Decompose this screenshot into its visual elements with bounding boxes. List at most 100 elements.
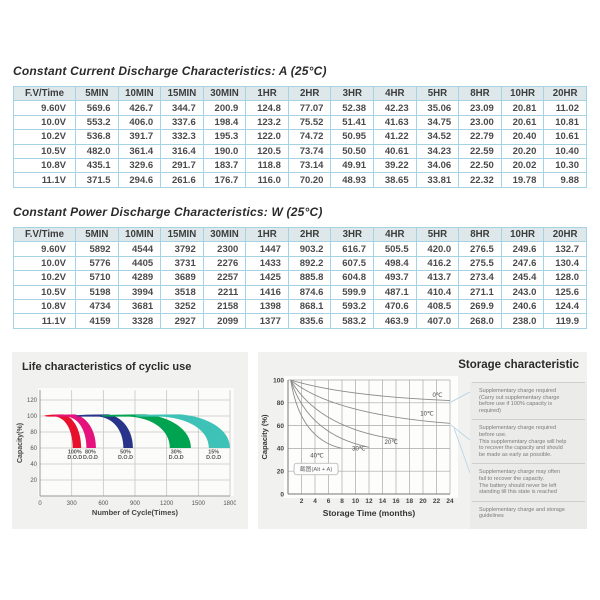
value-cell: 885.8 [287, 270, 332, 286]
column-header: 1HR [245, 85, 289, 102]
note-item: Supplementary charge may often fail to r… [472, 463, 585, 500]
value-cell: 10.61 [543, 129, 587, 145]
row-label-cell: 10.0V [13, 114, 76, 131]
value-cell: 275.5 [458, 255, 502, 272]
value-cell: 426.7 [117, 100, 162, 116]
value-cell: 10.40 [543, 143, 587, 159]
current-discharge-table: F.V/Time 5MIN 10MIN 15MIN 30MIN 1HR 2HR 3HR 4HR 5… [13, 85, 587, 188]
value-cell: 1377 [245, 313, 289, 329]
value-cell: 20.20 [500, 143, 545, 159]
value-cell: 463.9 [373, 313, 417, 329]
value-cell: 903.2 [287, 241, 332, 257]
row-label-cell: 10.0V [13, 255, 76, 272]
value-cell: 176.7 [202, 172, 247, 188]
svg-text:100%: 100% [68, 450, 82, 456]
row-label-cell: 9.60V [13, 100, 76, 116]
column-header: 20HR [543, 85, 587, 102]
storage-notes-column: Supplementary charge required (Carry out… [470, 382, 587, 529]
value-cell: 3518 [160, 284, 204, 300]
value-cell: 874.6 [287, 284, 332, 300]
value-cell: 52.38 [330, 100, 375, 116]
value-cell: 892.2 [287, 255, 332, 272]
value-cell: 291.7 [160, 157, 204, 174]
value-cell: 604.8 [330, 270, 375, 286]
value-cell: 11.02 [543, 100, 587, 116]
value-cell: 245.4 [500, 270, 545, 286]
column-header: 15MIN [160, 85, 204, 102]
column-header: 2HR [287, 85, 332, 102]
svg-text:900: 900 [130, 501, 141, 507]
svg-text:4: 4 [313, 498, 317, 505]
value-cell: 2099 [202, 313, 247, 329]
table-header-row: F.V/Time 5MIN 10MIN 15MIN 30MIN 1HR 2HR 3HR 4HR 5… [13, 85, 587, 102]
svg-text:8: 8 [340, 498, 344, 505]
table-row: 10.5V 5198 3994 3518 2211 1416 874.6 599.9 487.1… [13, 284, 587, 300]
value-cell: 22.79 [458, 129, 502, 145]
storage-panel: Storage characteristic 2 4 6 8 10 12 14 16 18 20 2… [258, 352, 587, 529]
value-cell: 505.5 [373, 241, 417, 257]
value-cell: 4405 [117, 255, 162, 272]
value-cell: 249.6 [500, 241, 545, 257]
column-header: 8HR [458, 226, 502, 243]
value-cell: 1416 [245, 284, 289, 300]
svg-text:60: 60 [30, 446, 37, 452]
note-item: Supplementary charge required before use… [472, 419, 585, 463]
note-item: Supplementary charge required (Carry out… [472, 382, 585, 419]
column-header: 15MIN [160, 226, 204, 243]
value-cell: 361.4 [117, 143, 162, 159]
row-label-cell: 10.2V [13, 129, 76, 145]
value-cell: 34.23 [415, 143, 460, 159]
value-cell: 868.1 [287, 298, 332, 315]
power-table-body: 9.60V 5892 4544 3792 2300 1447 903.2 616.7 505.5… [13, 241, 587, 329]
value-cell: 407.0 [415, 313, 460, 329]
value-cell: 50.50 [330, 143, 375, 159]
table-row: 9.60V 5892 4544 3792 2300 1447 903.2 616.7 505.5… [13, 241, 587, 257]
svg-text:1500: 1500 [192, 501, 206, 507]
value-cell: 1425 [245, 270, 289, 286]
row-label-cell: 10.8V [13, 298, 76, 315]
value-cell: 332.3 [160, 129, 204, 145]
value-cell: 125.6 [543, 284, 587, 300]
value-cell: 2211 [202, 284, 247, 300]
value-cell: 34.75 [415, 114, 460, 131]
value-cell: 4544 [117, 241, 162, 257]
svg-text:截图(Alt + A): 截图(Alt + A) [300, 465, 332, 473]
value-cell: 75.52 [287, 114, 332, 131]
value-cell: 329.6 [117, 157, 162, 174]
svg-text:1800: 1800 [223, 501, 236, 507]
dod-band-15% [135, 414, 230, 448]
value-cell: 243.0 [500, 284, 545, 300]
cyclic-life-panel: Life characteristics of cyclic use 20 40 6… [12, 352, 248, 529]
svg-text:6: 6 [327, 498, 331, 505]
value-cell: 130.4 [543, 255, 587, 272]
value-cell: 124.8 [245, 100, 289, 116]
value-cell: 116.0 [245, 172, 289, 188]
value-cell: 273.4 [458, 270, 502, 286]
current-table-body: 9.60V 569.6 426.7 344.7 200.9 124.8 77.07 52.38… [13, 100, 587, 188]
value-cell: 3252 [160, 298, 204, 315]
value-cell: 2276 [202, 255, 247, 272]
value-cell: 42.23 [373, 100, 417, 116]
value-cell: 4734 [75, 298, 119, 315]
svg-text:10: 10 [352, 498, 360, 505]
svg-text:30%: 30% [171, 450, 182, 456]
svg-text:24: 24 [446, 498, 454, 505]
value-cell: 118.8 [245, 157, 289, 174]
value-cell: 51.41 [330, 114, 375, 131]
value-cell: 132.7 [543, 241, 587, 257]
value-cell: 268.0 [458, 313, 502, 329]
value-cell: 19.78 [500, 172, 545, 188]
power-discharge-table: F.V/Time 5MIN 10MIN 15MIN 30MIN 1HR 2HR 3HR 4HR 5… [13, 226, 587, 329]
value-cell: 1398 [245, 298, 289, 315]
svg-text:300: 300 [67, 501, 78, 507]
value-cell: 599.9 [330, 284, 375, 300]
value-cell: 276.5 [458, 241, 502, 257]
svg-text:22: 22 [433, 498, 441, 505]
value-cell: 120.5 [245, 143, 289, 159]
screenshot-overlay-button[interactable]: 截图(Alt + A) [293, 462, 339, 476]
value-cell: 4159 [75, 313, 119, 329]
value-cell: 294.6 [117, 172, 162, 188]
column-header: F.V/Time [13, 85, 76, 102]
svg-text:14: 14 [379, 498, 387, 505]
